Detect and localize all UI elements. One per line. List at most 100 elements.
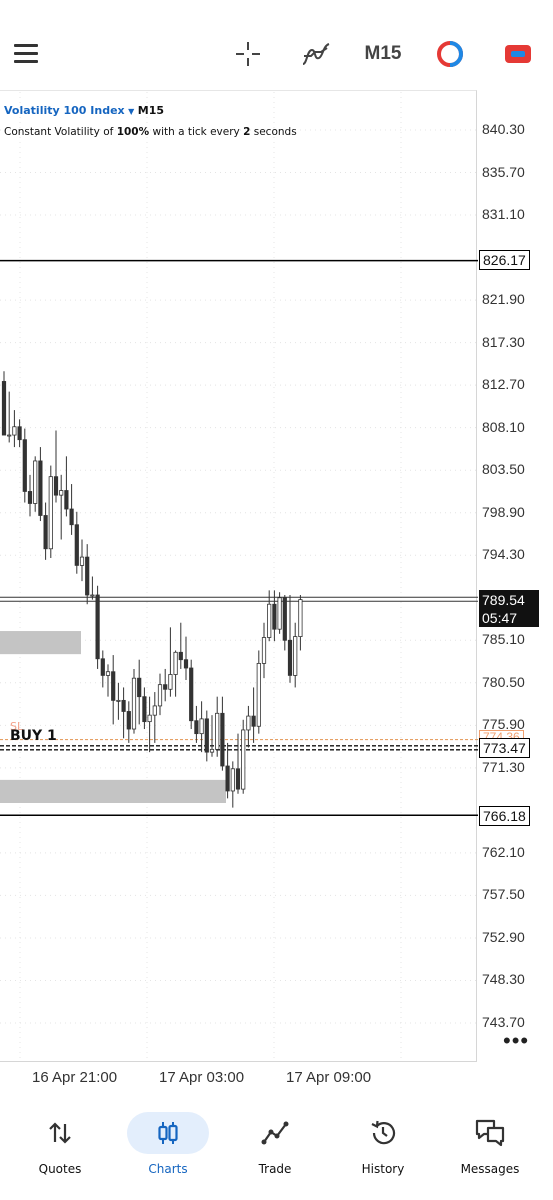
candle-body	[287, 639, 293, 676]
candle-body	[152, 705, 157, 716]
candle-body	[178, 651, 183, 661]
candle-body	[53, 476, 59, 496]
timeframe-button[interactable]: M15	[364, 43, 402, 64]
price-tick-label: 785.10	[482, 631, 525, 648]
time-label-1: 16 Apr 21:00	[32, 1069, 118, 1086]
candle-body	[194, 720, 199, 735]
candle-body	[131, 677, 137, 730]
zone-rect	[0, 779, 226, 803]
candle-body	[74, 524, 79, 566]
candle-body	[256, 662, 261, 727]
nav-trade[interactable]: Trade	[225, 1104, 325, 1184]
history-icon	[342, 1112, 424, 1154]
candle-body	[220, 712, 225, 767]
level-low-label: 766.18	[479, 806, 530, 826]
candle-body	[121, 699, 126, 712]
price-tick-label: 812.70	[482, 376, 525, 393]
position-price-label: 773.47	[479, 738, 530, 758]
current-price: 789.54	[482, 592, 525, 608]
candle-body	[22, 439, 27, 492]
candle-body	[116, 699, 121, 702]
candle-body	[100, 658, 105, 676]
symbol-description: Constant Volatility of 100% with a tick …	[4, 126, 297, 138]
candle-body	[277, 597, 282, 630]
desc-pct: 100%	[116, 126, 150, 138]
candle-body	[293, 636, 298, 676]
chart-area[interactable]	[0, 90, 477, 1062]
desc-prefix: Constant Volatility of	[4, 126, 117, 138]
bar-countdown: 05:47	[482, 610, 518, 626]
candle-body	[1, 381, 7, 436]
candle-body	[105, 671, 111, 676]
candle-body	[173, 651, 178, 675]
symbol-dropdown-icon[interactable]: ▼	[128, 107, 135, 116]
chart-timeframe: M15	[137, 104, 165, 117]
candle-body	[137, 677, 142, 698]
crosshair-icon[interactable]	[230, 34, 266, 74]
candle-body	[215, 712, 220, 750]
toggle-icon[interactable]	[500, 34, 536, 74]
current-price-label: 789.54 05:47	[479, 590, 539, 627]
more-options-icon[interactable]: •••	[503, 1028, 530, 1053]
candle-body	[48, 476, 53, 550]
candle-body	[230, 768, 235, 792]
sl-line-label: SL	[10, 720, 24, 733]
price-tick-label: 817.30	[482, 333, 525, 350]
candle-body	[183, 659, 189, 669]
desc-mid: with a tick every	[149, 126, 244, 138]
one-click-trading-icon[interactable]	[432, 34, 468, 74]
candle-body	[204, 718, 209, 753]
candle-body	[43, 515, 48, 550]
candle-body	[199, 718, 204, 735]
price-tick-label: 803.50	[482, 461, 525, 478]
nav-history[interactable]: History	[333, 1104, 433, 1184]
time-label-2: 17 Apr 03:00	[159, 1069, 245, 1086]
price-tick-label: 798.90	[482, 503, 525, 520]
indicators-icon[interactable]	[298, 34, 334, 74]
candlestick-chart[interactable]	[0, 0, 553, 1100]
candle-body	[189, 667, 194, 722]
messages-icon	[449, 1112, 531, 1154]
price-tick-label: 840.30	[482, 121, 525, 137]
price-tick-label: 794.30	[482, 546, 525, 563]
candle-body	[90, 594, 95, 597]
nav-charts-label: Charts	[148, 1162, 188, 1176]
menu-icon[interactable]	[8, 34, 44, 74]
top-toolbar: M15	[0, 0, 553, 90]
candle-body	[85, 556, 90, 596]
candle-body	[272, 603, 277, 630]
candle-body	[225, 765, 230, 792]
nav-messages-label: Messages	[460, 1162, 520, 1176]
level-high-label: 826.17	[479, 250, 530, 270]
nav-quotes[interactable]: Quotes	[10, 1104, 110, 1184]
desc-suffix: seconds	[250, 126, 297, 138]
bottom-navigation: Quotes Charts Trade	[0, 1104, 553, 1200]
price-tick-label: 775.90	[482, 716, 525, 733]
price-tick-label: 831.10	[482, 206, 525, 223]
candle-body	[142, 696, 147, 723]
candle-body	[12, 426, 17, 436]
candle-body	[298, 599, 303, 637]
candle-body	[282, 597, 287, 641]
position-line-label[interactable]: BUY 1	[10, 728, 57, 744]
candle-body	[79, 556, 85, 566]
price-tick-label: 771.30	[482, 758, 525, 775]
price-tick-label: 752.90	[482, 928, 525, 945]
symbol-name[interactable]: Volatility 100 Index	[4, 104, 125, 117]
candle-body	[267, 603, 272, 638]
price-tick-label: 748.30	[482, 971, 525, 988]
nav-charts[interactable]: Charts	[118, 1104, 218, 1184]
candle-body	[111, 671, 116, 701]
candle-body	[209, 748, 215, 753]
candle-body	[95, 594, 100, 660]
candle-body	[69, 508, 74, 526]
candle-body	[157, 684, 163, 707]
time-label-3: 17 Apr 09:00	[286, 1069, 372, 1086]
zone-rect	[0, 631, 81, 655]
candle-body	[241, 729, 246, 790]
candle-body	[17, 426, 22, 441]
price-tick-label: 835.70	[482, 163, 525, 180]
candle-body	[27, 491, 33, 504]
chart-header: Volatility 100 Index ▼ M15	[4, 104, 164, 117]
nav-messages[interactable]: Messages	[440, 1104, 540, 1184]
